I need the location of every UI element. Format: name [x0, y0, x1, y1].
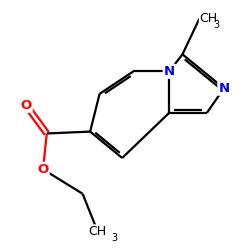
Text: 3: 3 — [213, 20, 219, 30]
Text: N: N — [164, 65, 175, 78]
Text: O: O — [20, 99, 32, 112]
Text: CH: CH — [88, 225, 107, 238]
Text: CH: CH — [200, 12, 218, 25]
Text: 3: 3 — [112, 234, 117, 243]
Text: N: N — [218, 82, 230, 95]
Text: O: O — [38, 163, 49, 176]
